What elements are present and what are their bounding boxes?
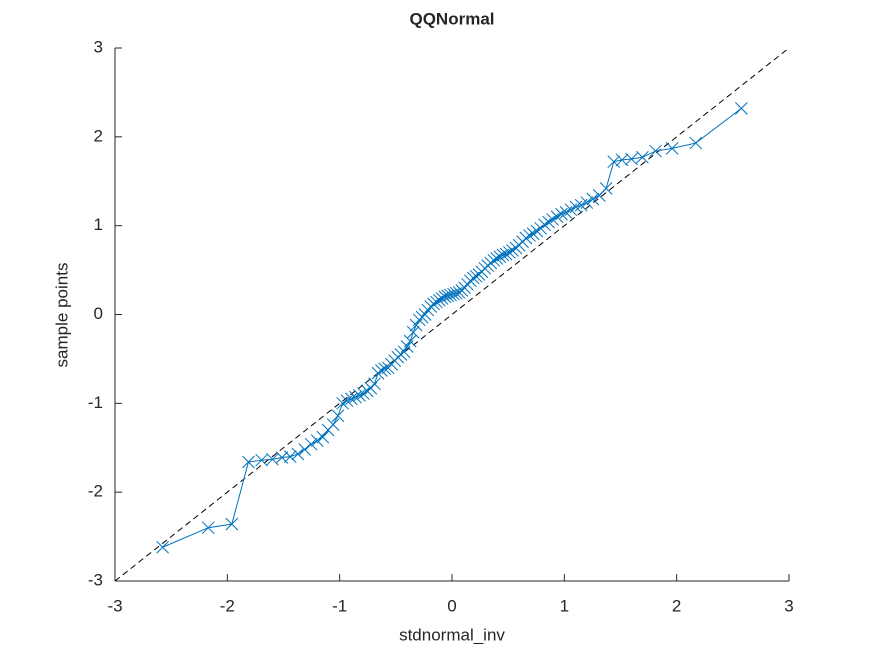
marker [349, 390, 362, 404]
marker [636, 150, 649, 164]
marker [283, 450, 297, 463]
marker [490, 252, 504, 265]
y-tick-label: -2 [88, 482, 103, 501]
marker [298, 443, 312, 456]
marker [586, 192, 600, 206]
y-axis-label: sample points [52, 263, 71, 368]
marker [649, 144, 662, 158]
marker [378, 362, 392, 376]
marker [599, 182, 613, 195]
marker [555, 207, 568, 221]
y-tick-label: -1 [88, 393, 103, 412]
x-tick-label: 1 [560, 596, 569, 615]
marker [304, 437, 318, 451]
marker [225, 517, 239, 531]
marker [255, 453, 268, 467]
marker [340, 394, 354, 408]
marker [569, 200, 583, 214]
marker [156, 540, 169, 554]
x-axis-label: stdnormal_inv [399, 625, 505, 644]
marker [291, 447, 305, 461]
marker [353, 388, 366, 402]
marker [430, 295, 443, 309]
marker [689, 136, 703, 150]
marker [418, 308, 432, 321]
marker [542, 215, 555, 229]
marker [403, 334, 417, 348]
x-tick-label: -2 [220, 596, 235, 615]
marker [201, 521, 215, 535]
marker [487, 253, 501, 267]
marker [493, 250, 507, 264]
marker [499, 247, 513, 261]
x-tick-label: -1 [332, 596, 347, 615]
marker [458, 281, 472, 295]
marker [368, 377, 381, 391]
marker [371, 366, 385, 380]
y-tick-label: 0 [94, 304, 103, 323]
marker [546, 213, 560, 226]
marker [530, 224, 544, 238]
marker [344, 392, 358, 406]
marker [310, 434, 324, 447]
marker [466, 271, 480, 285]
y-tick-label: -3 [88, 570, 103, 589]
y-tick-label: 1 [94, 215, 103, 234]
reference-line [114, 47, 790, 582]
marker [550, 210, 564, 224]
chart-title: QQNormal [409, 9, 494, 28]
marker [432, 293, 446, 307]
marker [538, 218, 551, 232]
marker [316, 430, 330, 444]
marker [735, 102, 748, 115]
x-tick-label: -3 [107, 596, 122, 615]
marker [331, 409, 345, 423]
marker [336, 396, 349, 410]
series-line [162, 108, 742, 548]
marker [406, 325, 420, 339]
marker [523, 229, 536, 242]
y-tick-label: 3 [94, 37, 103, 56]
y-tick-label: 2 [94, 126, 103, 145]
x-tick-label: 2 [672, 596, 681, 615]
marker [326, 418, 340, 432]
marker [607, 155, 621, 169]
marker [496, 248, 510, 262]
marker [375, 364, 388, 377]
marker [580, 196, 594, 209]
x-tick-label: 3 [784, 596, 793, 615]
marker [242, 455, 255, 469]
marker [502, 245, 516, 259]
x-tick-label: 0 [447, 596, 456, 615]
marker [526, 227, 540, 241]
marker [519, 231, 533, 245]
marker [625, 152, 638, 166]
marker [665, 142, 679, 155]
marker [357, 387, 370, 400]
marker [427, 297, 440, 311]
